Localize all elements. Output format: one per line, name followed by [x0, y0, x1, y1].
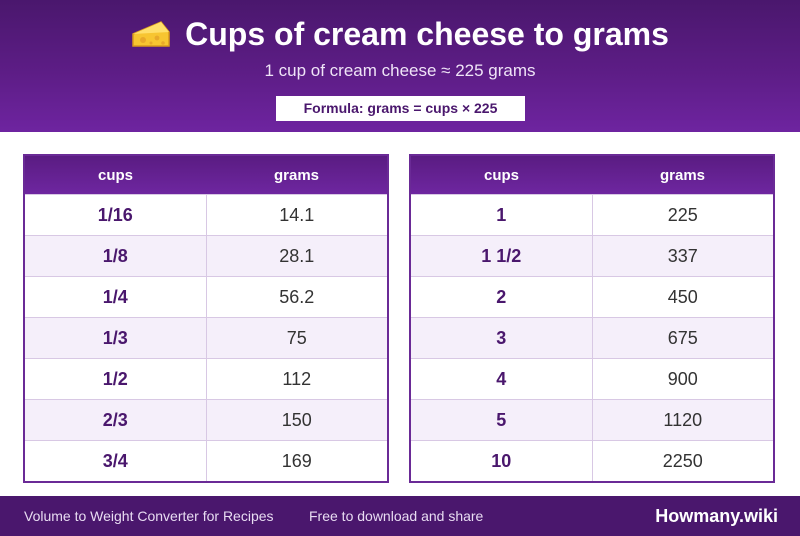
grams-cell: 56.2: [279, 286, 315, 307]
table-row: 4 900: [411, 358, 773, 399]
cups-cell: 5: [411, 400, 593, 440]
column-header-cups: cups: [483, 166, 519, 184]
cups-cell: 2/3: [25, 400, 207, 440]
column-header-grams: grams: [273, 166, 320, 184]
grams-cell: 75: [286, 327, 307, 348]
grams-cell: 2250: [662, 450, 703, 471]
cups-cell: 1 1/2: [411, 236, 593, 276]
cups-cell: 3: [411, 318, 593, 358]
grams-cell: 450: [667, 286, 698, 307]
title-text: Cups of cream cheese to grams: [185, 16, 669, 52]
table-row: 1/16 14.1: [25, 194, 387, 235]
grams-cell: 28.1: [279, 245, 315, 266]
cups-cell: 1/4: [25, 277, 207, 317]
column-header-grams: grams: [659, 166, 706, 184]
conversion-table-left: cups grams 1/16 14.1 1/8 28.1 1/4 56.2 1…: [23, 154, 389, 483]
cups-cell: 1/3: [25, 318, 207, 358]
table-row: 1/8 28.1: [25, 235, 387, 276]
header: Cups of cream cheese to grams 1 cup of c…: [0, 0, 800, 132]
cups-cell: 1/8: [25, 236, 207, 276]
table-row: 2 450: [411, 276, 773, 317]
cups-cell: 10: [411, 441, 593, 481]
grams-cell: 169: [281, 450, 312, 471]
table-header: cups grams: [25, 156, 387, 194]
cheese-icon: [132, 21, 170, 47]
table-row: 1 1/2 337: [411, 235, 773, 276]
formula-badge: Formula: grams = cups × 225: [276, 96, 525, 121]
page-title: Cups of cream cheese to grams: [0, 14, 800, 54]
subtitle: 1 cup of cream cheese ≈ 225 grams: [264, 61, 536, 80]
grams-cell: 1120: [663, 409, 703, 430]
table-row: 5 1120: [411, 399, 773, 440]
cups-cell: 1/16: [25, 195, 207, 235]
brand-logo[interactable]: Howmany.wiki: [655, 506, 778, 526]
footer-note: Free to download and share: [309, 508, 484, 524]
footer-tagline: Volume to Weight Converter for Recipes: [24, 508, 274, 524]
table-row: 3/4 169: [25, 440, 387, 481]
grams-cell: 112: [282, 368, 312, 389]
column-header-cups: cups: [97, 166, 133, 184]
footer: Volume to Weight Converter for Recipes F…: [0, 496, 800, 536]
grams-cell: 675: [667, 327, 698, 348]
grams-cell: 150: [281, 409, 312, 430]
conversion-table-right: cups grams 1 225 1 1/2 337 2 450 3 675 4…: [409, 154, 775, 483]
grams-cell: 900: [667, 368, 698, 389]
table-row: 1 225: [411, 194, 773, 235]
grams-cell: 337: [667, 245, 698, 266]
cups-cell: 1: [411, 195, 593, 235]
cups-cell: 3/4: [25, 441, 207, 481]
table-row: 2/3 150: [25, 399, 387, 440]
cups-cell: 1/2: [25, 359, 207, 399]
grams-cell: 225: [667, 204, 698, 225]
grams-cell: 14.1: [279, 204, 315, 225]
table-row: 1/3 75: [25, 317, 387, 358]
table-row: 1/2 112: [25, 358, 387, 399]
table-row: 1/4 56.2: [25, 276, 387, 317]
cups-cell: 4: [411, 359, 593, 399]
table-row: 3 675: [411, 317, 773, 358]
table-header: cups grams: [411, 156, 773, 194]
table-row: 10 2250: [411, 440, 773, 481]
cups-cell: 2: [411, 277, 593, 317]
